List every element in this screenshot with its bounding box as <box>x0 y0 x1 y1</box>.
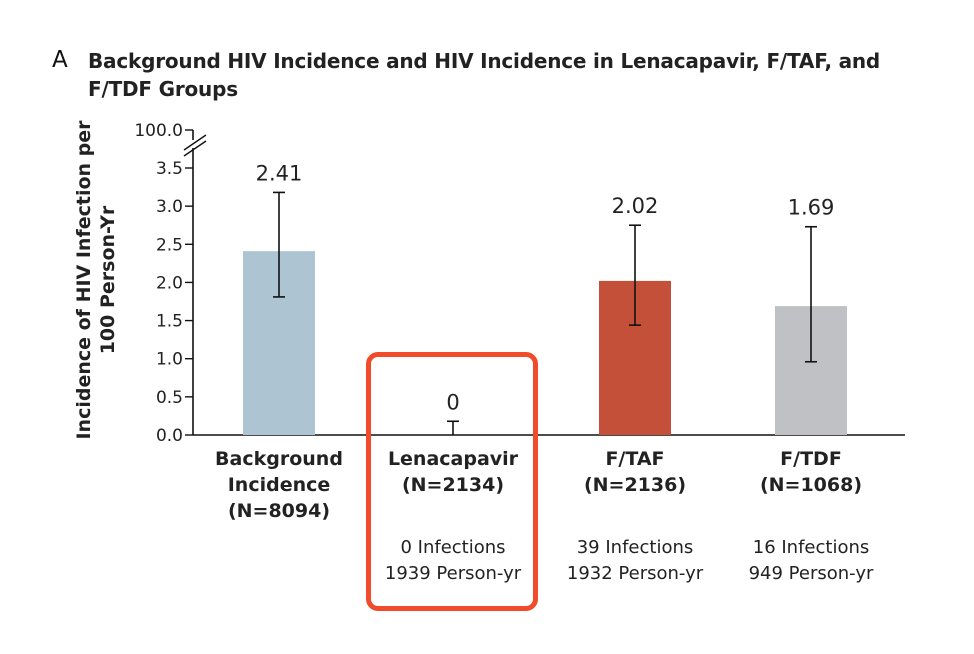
category-label-line: (N=8094) <box>227 500 331 522</box>
category-label-line: (N=2136) <box>583 474 687 496</box>
category-label-line: (N=1068) <box>759 474 863 496</box>
category-subtitle-line: 0 Infections <box>400 537 506 558</box>
axis-break-mark-2 <box>183 140 207 157</box>
category-label-3: F/TDF (N=1068) <box>760 446 862 498</box>
y-tick-label-4: 2.0 <box>156 273 183 293</box>
y-tick-label-2: 1.0 <box>156 350 183 370</box>
category-label-line: F/TDF <box>780 448 842 470</box>
lenacapavir-highlight-box <box>366 352 538 611</box>
category-label-line: Incidence <box>227 474 331 496</box>
value-label-1: 0 <box>446 390 459 414</box>
panel-letter: A <box>52 47 68 73</box>
axis-break-mark-1 <box>183 134 207 151</box>
category-label-line: Background <box>215 448 343 470</box>
category-subtitle-line: 949 Person-yr <box>748 563 874 584</box>
y-tick-label-5: 2.5 <box>156 235 183 255</box>
y-tick-label-6: 3.0 <box>156 197 183 217</box>
chart-title: Background HIV Incidence and HIV Inciden… <box>88 49 881 101</box>
value-label-2: 2.02 <box>612 194 659 218</box>
category-label-line: (N=2134) <box>401 474 505 496</box>
category-label-1: Lenacapavir (N=2134) <box>388 446 518 498</box>
y-tick-label-top: 100.0 <box>134 121 183 141</box>
category-subtitle-3: 16 Infections 949 Person-yr <box>749 535 874 587</box>
category-subtitle-1: 0 Infections 1939 Person-yr <box>385 535 521 587</box>
category-subtitle-line: 1939 Person-yr <box>384 563 522 584</box>
y-tick-label-3: 1.5 <box>156 312 183 332</box>
y-tick-label-0: 0.0 <box>156 426 183 446</box>
category-subtitle-line: 39 Infections <box>576 537 694 558</box>
value-label-0: 2.41 <box>256 161 303 185</box>
category-subtitle-line: 16 Infections <box>752 537 870 558</box>
category-subtitle-2: 39 Infections 1932 Person-yr <box>567 535 703 587</box>
value-label-3: 1.69 <box>788 196 835 220</box>
category-label-line: F/TAF <box>605 448 665 470</box>
category-label-2: F/TAF (N=2136) <box>584 446 686 498</box>
category-label-0: Background Incidence (N=8094) <box>215 446 343 524</box>
y-tick-label-1: 0.5 <box>156 388 183 408</box>
y-tick-label-7: 3.5 <box>156 159 183 179</box>
category-subtitle-line: 1932 Person-yr <box>566 563 704 584</box>
bars: 2.41 0 2.02 1.69 <box>243 161 847 435</box>
category-label-line: Lenacapavir <box>387 448 519 470</box>
